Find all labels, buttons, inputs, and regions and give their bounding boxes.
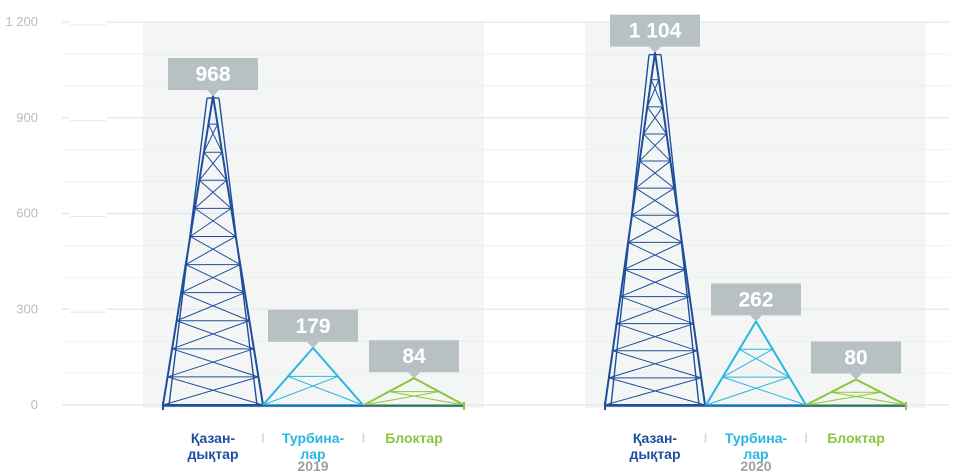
x-category-label: Қазан-дықтар bbox=[187, 430, 238, 462]
data-label-box bbox=[168, 58, 258, 91]
y-axis: 0 300 600 900 1 200 bbox=[5, 14, 106, 412]
data-label: 968 bbox=[168, 58, 258, 97]
data-label-text: 80 bbox=[844, 346, 867, 369]
data-label-pointer bbox=[649, 46, 661, 53]
data-label-pointer bbox=[307, 341, 319, 348]
y-axis-break bbox=[70, 211, 106, 216]
data-label: 262 bbox=[711, 283, 801, 322]
x-category-label: Қазан-дықтар bbox=[629, 430, 680, 462]
y-tick-label: 0 bbox=[31, 397, 38, 412]
bar bbox=[262, 346, 364, 406]
bar bbox=[805, 378, 907, 406]
y-tick-label: 300 bbox=[16, 301, 38, 316]
data-label: 84 bbox=[369, 340, 459, 379]
data-label-pointer bbox=[750, 315, 762, 322]
data-label-text: 84 bbox=[402, 345, 426, 368]
y-axis-break bbox=[70, 306, 106, 312]
y-tick-label: 600 bbox=[16, 206, 38, 221]
y-tick-label: 1 200 bbox=[5, 14, 38, 29]
x-category-label: Турбина-лар bbox=[725, 430, 788, 462]
value-labels: 968 179 84 1 104 262 80 bbox=[168, 14, 901, 380]
data-label-text: 262 bbox=[738, 288, 773, 311]
y-axis-break bbox=[70, 19, 106, 25]
y-axis-break bbox=[70, 115, 106, 121]
data-label: 80 bbox=[811, 341, 901, 380]
x-group-year-label: 2020 bbox=[740, 458, 771, 474]
data-label-text: 179 bbox=[295, 315, 330, 338]
data-label-box bbox=[811, 341, 901, 374]
data-label-text: 1 104 bbox=[629, 20, 682, 43]
x-category-label: Блоктар bbox=[385, 430, 443, 446]
x-category-label: Блоктар bbox=[827, 430, 885, 446]
x-category-label: Турбина-лар bbox=[282, 430, 345, 462]
bar bbox=[604, 51, 706, 406]
data-label-pointer bbox=[408, 372, 420, 379]
data-label-box bbox=[711, 283, 801, 316]
data-label-box bbox=[268, 309, 358, 342]
bar bbox=[363, 377, 465, 406]
x-group-year-label: 2019 bbox=[297, 458, 328, 474]
data-label-box bbox=[369, 340, 459, 373]
data-label: 1 104 bbox=[610, 14, 700, 53]
data-label-text: 968 bbox=[195, 63, 230, 86]
y-tick-label: 900 bbox=[16, 110, 38, 125]
group-backgrounds bbox=[143, 22, 926, 408]
data-label: 179 bbox=[268, 309, 358, 348]
category-labels: Қазан-дықтар Турбина-лар Блоктар 2019 Қазан-… bbox=[187, 430, 884, 474]
data-label-box bbox=[610, 14, 700, 47]
gridlines bbox=[62, 21, 950, 406]
data-label-pointer bbox=[207, 90, 219, 97]
data-label-pointer bbox=[850, 373, 862, 380]
